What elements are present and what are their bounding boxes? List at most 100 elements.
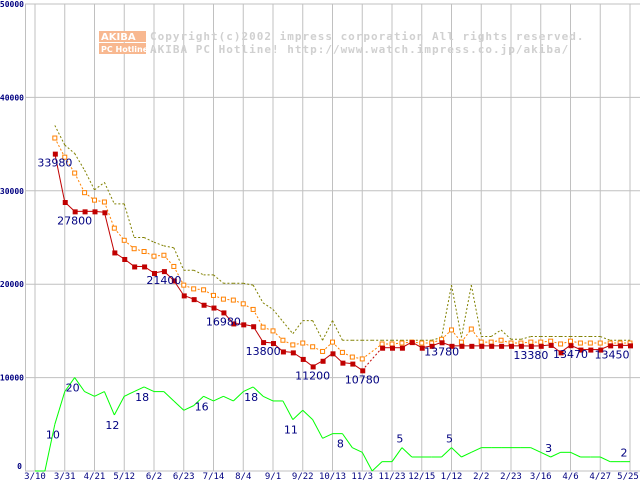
series-segment xyxy=(213,274,224,284)
series-segment xyxy=(470,285,482,337)
data-point xyxy=(479,343,485,349)
x-tick-label: 4/27 xyxy=(589,472,611,480)
series-segment xyxy=(252,309,264,328)
x-tick-label: 1/12 xyxy=(441,472,463,480)
data-point xyxy=(191,297,197,303)
series-segment xyxy=(252,386,264,397)
data-point xyxy=(131,246,137,252)
series-average xyxy=(52,135,633,362)
data-point xyxy=(320,348,326,354)
data-point xyxy=(558,350,564,356)
series-segment xyxy=(124,391,135,397)
data-point xyxy=(380,345,386,351)
data-point xyxy=(290,342,296,348)
series-segment xyxy=(103,201,115,229)
data-point xyxy=(161,252,167,258)
series-segment xyxy=(213,395,224,402)
data-point xyxy=(310,344,316,350)
data-point xyxy=(300,356,306,362)
data-point xyxy=(111,225,117,231)
data-point xyxy=(509,343,514,349)
price-label: 13800 xyxy=(246,345,281,358)
data-point xyxy=(597,340,603,346)
series-segment xyxy=(312,419,324,439)
data-point xyxy=(250,306,256,312)
x-tick-label: 12/15 xyxy=(408,472,435,480)
data-point xyxy=(528,344,534,350)
count-label: 2 xyxy=(621,447,628,460)
data-point xyxy=(548,338,554,344)
series-segment xyxy=(461,451,472,458)
data-point xyxy=(201,302,207,308)
data-point xyxy=(459,343,465,349)
series-segment xyxy=(173,266,185,286)
series-segment xyxy=(302,409,314,420)
data-point xyxy=(578,347,584,353)
data-point xyxy=(191,286,197,292)
data-point xyxy=(171,278,177,284)
series-layer xyxy=(35,125,633,472)
data-point xyxy=(488,339,494,345)
series-segment xyxy=(54,137,66,158)
data-point xyxy=(231,321,237,327)
series-segment xyxy=(143,237,155,243)
data-point xyxy=(72,170,78,176)
price-label: 10780 xyxy=(345,373,380,386)
series-segment xyxy=(84,391,95,397)
series-segment xyxy=(232,391,244,402)
series-segment xyxy=(203,395,214,402)
data-point xyxy=(469,343,475,349)
series-segment xyxy=(401,447,413,458)
series-segment xyxy=(540,451,551,458)
series-segment xyxy=(64,377,76,392)
series-segment xyxy=(243,386,254,393)
copyright-text: Copyright(c)2002 impress corporation All… xyxy=(150,30,585,43)
data-point xyxy=(528,339,534,345)
x-tick-label: 9/22 xyxy=(292,472,314,480)
series-segment xyxy=(391,447,403,462)
x-tick-label: 4/21 xyxy=(84,472,106,480)
series-segment xyxy=(183,405,194,411)
price-label: 13470 xyxy=(553,348,588,361)
data-point xyxy=(538,343,544,349)
watermark: AKIBA PC Hotline! Copyright(c)2002 impre… xyxy=(99,30,585,56)
data-point xyxy=(52,135,58,141)
series-segment xyxy=(451,447,462,458)
x-tick-label: 3/31 xyxy=(54,472,76,480)
data-point xyxy=(419,340,425,346)
data-point xyxy=(161,269,167,275)
data-point xyxy=(230,297,236,303)
x-tick-label: 5/25 xyxy=(617,472,639,480)
x-tick-label: 11/3 xyxy=(351,472,373,480)
data-point xyxy=(142,264,148,270)
data-point xyxy=(518,343,524,349)
series-segment xyxy=(441,447,452,458)
data-point xyxy=(449,343,455,349)
series-segment xyxy=(292,409,304,420)
data-point xyxy=(439,340,445,346)
series-segment xyxy=(54,391,66,425)
data-point xyxy=(608,343,614,349)
data-point xyxy=(240,301,246,307)
logo-bottom-bg xyxy=(99,43,146,54)
data-point xyxy=(330,351,336,357)
data-point xyxy=(220,296,226,302)
series-segment xyxy=(520,336,531,340)
count-label: 18 xyxy=(244,391,258,404)
data-point xyxy=(132,264,138,270)
x-tick-label: 8/4 xyxy=(235,472,251,480)
series-segment xyxy=(570,451,581,458)
count-label: 8 xyxy=(337,438,344,451)
x-tick-label: 4/6 xyxy=(562,472,578,480)
series-segment xyxy=(262,302,274,310)
data-point xyxy=(499,343,505,349)
data-point xyxy=(92,197,97,203)
data-point xyxy=(628,343,633,349)
x-tick-label: 3/16 xyxy=(530,472,552,480)
series-segment xyxy=(550,451,561,458)
data-point xyxy=(359,356,365,362)
series-segment xyxy=(223,395,234,402)
series-segment xyxy=(252,284,264,304)
series-max xyxy=(54,125,630,341)
